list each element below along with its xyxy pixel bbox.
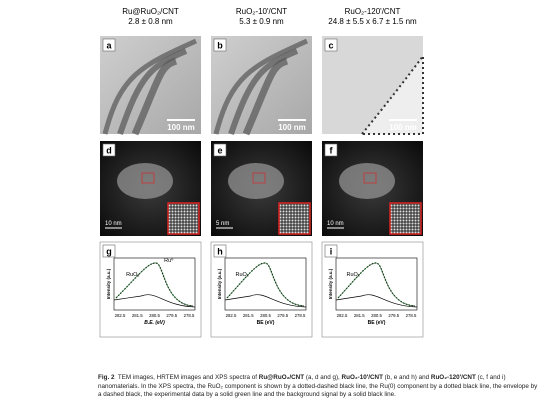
panel-letter-box — [213, 38, 227, 52]
panel-letter: a — [106, 41, 112, 51]
tem-tube — [102, 38, 198, 135]
caption-text: RuO₂-10'/CNT — [341, 374, 383, 381]
background-line — [113, 294, 196, 308]
panel-letter: g — [106, 247, 112, 257]
panel-letter: f — [330, 146, 334, 156]
x-tick-label: 282.5 — [337, 313, 348, 318]
roi — [252, 172, 266, 184]
x-tick-label: 278.5 — [295, 313, 306, 318]
x-tick-label: 281.5 — [354, 313, 365, 318]
panel-letter: e — [217, 146, 222, 156]
panel-letter: i — [330, 247, 333, 257]
particle — [228, 163, 284, 199]
particle — [117, 163, 173, 199]
panel-letter-box — [324, 244, 338, 258]
panel-letter: d — [106, 146, 112, 156]
caption-text: TEM images, HRTEM images and XPS spectra… — [114, 374, 259, 381]
roi — [141, 172, 155, 184]
column-title: RuO₂-120'/CNT — [345, 7, 401, 16]
panel-letter-box — [213, 244, 227, 258]
column-size: 5.3 ± 0.9 nm — [239, 17, 284, 26]
x-tick-label: 281.5 — [132, 313, 143, 318]
caption-text: Fig. 2 — [98, 374, 115, 381]
x-tick-label: 282.5 — [226, 313, 237, 318]
envelope — [115, 262, 194, 307]
x-tick-label: 278.5 — [406, 313, 417, 318]
x-tick-label: 279.5 — [388, 313, 399, 318]
plot-area — [335, 257, 418, 311]
peak-label: RuO₂ — [236, 272, 249, 278]
peak-label: RuO₂ — [126, 272, 139, 278]
envelope — [337, 262, 416, 307]
panel-letter: c — [328, 41, 333, 51]
peak-label: RuO₂ — [347, 272, 360, 278]
tem-tube — [213, 38, 309, 135]
scale-label: 100 nm — [278, 123, 306, 132]
inset — [167, 202, 200, 235]
x-tick-label: 279.5 — [277, 313, 288, 318]
x-tick-label: 278.5 — [184, 313, 195, 318]
x-label: BE (eV) — [257, 320, 275, 326]
roi — [363, 172, 377, 184]
panel-letter: h — [217, 247, 223, 257]
caption: Fig. 2 TEM images, HRTEM images and XPS … — [98, 374, 538, 400]
caption-text: (c, f and i) nanomaterials. In the XPS s… — [98, 374, 540, 399]
panel-letter-box — [213, 143, 227, 157]
y-label: Intensity (a.u.) — [106, 268, 111, 299]
plot-area — [113, 257, 196, 311]
panel-letter-box — [102, 143, 116, 157]
column-size: 24.8 ± 5.5 x 6.7 ± 1.5 nm — [328, 17, 417, 26]
tem-tube — [228, 48, 299, 135]
x-tick-label: 280.5 — [149, 313, 160, 318]
x-tick-label: 281.5 — [243, 313, 254, 318]
caption-text: Ru@RuO₂/CNT — [258, 374, 305, 381]
column-title: Ru@RuO₂/CNT — [122, 7, 179, 16]
x-tick-label: 280.5 — [371, 313, 382, 318]
scale-label: 10 nm — [105, 221, 122, 227]
panel-letter: b — [217, 41, 223, 51]
x-tick-label: 282.5 — [115, 313, 126, 318]
inset — [278, 202, 311, 235]
panel-letter-box — [102, 38, 116, 52]
scale-label: 100 nm — [167, 123, 195, 132]
envelope — [226, 262, 305, 307]
column-size: 2.8 ± 0.8 nm — [128, 17, 173, 26]
scale-label: 10 nm — [327, 221, 344, 227]
plot-area — [224, 257, 307, 311]
background-line — [224, 294, 307, 308]
panel-letter-box — [324, 38, 338, 52]
inset — [389, 202, 422, 235]
peak-label: Ru⁰ — [164, 257, 174, 264]
scale-label: 100 nm — [389, 123, 417, 132]
x-tick-label: 279.5 — [166, 313, 177, 318]
caption-text: (a, d and g), — [304, 374, 342, 381]
tem-tube — [117, 48, 188, 135]
panel-letter-box — [102, 244, 116, 258]
x-label: BE (eV) — [368, 320, 386, 326]
y-label: Intensity (a.u.) — [217, 268, 222, 299]
particle — [339, 163, 395, 199]
tem-tube — [242, 57, 289, 136]
column-title: RuO₂-10'/CNT — [236, 7, 287, 16]
x-label: B.E. (eV) — [144, 320, 165, 326]
panel-letter-box — [324, 143, 338, 157]
background-line — [335, 294, 418, 308]
x-tick-label: 280.5 — [260, 313, 271, 318]
caption-text: RuO₂-120'/CNT — [430, 374, 476, 381]
caption-text: (b, e and h) and — [382, 374, 431, 381]
scale-label: 5 nm — [216, 221, 229, 227]
tem-tube — [359, 52, 424, 135]
y-label: Intensity (a.u.) — [328, 268, 333, 299]
tem-tube — [131, 57, 178, 136]
